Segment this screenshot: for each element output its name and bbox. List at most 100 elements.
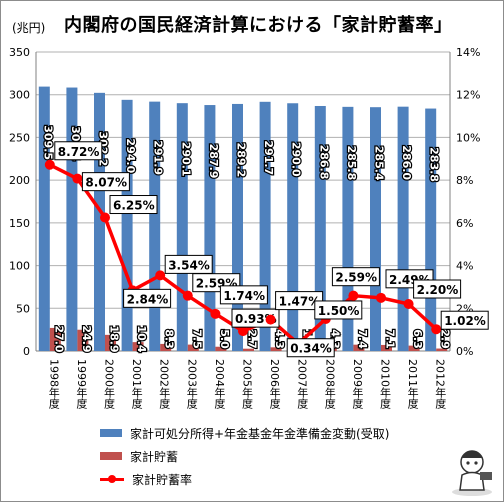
x-tick-label: 2010年度	[379, 359, 392, 410]
data-label-rate: 3.54%	[168, 258, 210, 272]
y-left-tick-label: 250	[9, 131, 30, 144]
x-tick-label: 2011年度	[406, 359, 419, 410]
bar-savings	[132, 342, 144, 351]
chart-title: 内閣府の国民経済計算における「家計貯蓄率」	[64, 15, 453, 36]
bar-savings	[408, 345, 420, 351]
bar-savings	[270, 347, 282, 351]
bar-savings	[160, 343, 172, 351]
x-tick-label: 2009年度	[351, 359, 364, 410]
data-label-savings: 7.1	[384, 329, 397, 349]
rate-label-box	[123, 288, 172, 308]
bar-income	[176, 103, 188, 351]
x-tick-label: 2008年度	[323, 359, 336, 410]
data-label-savings: 2.7	[246, 329, 259, 349]
rate-point	[182, 290, 193, 301]
x-tick-label: 2002年度	[158, 359, 171, 410]
rate-point	[210, 308, 221, 319]
rate-label-box	[109, 195, 158, 215]
legend-label-income: 家計可処分所得+年金基金年金準備金変動(受取)	[130, 426, 390, 441]
bar-income	[342, 106, 354, 351]
bar-savings	[353, 344, 365, 351]
bar-savings	[49, 327, 61, 351]
data-label-savings: 7.5	[190, 329, 203, 349]
bar-savings	[187, 344, 199, 351]
y-left-tick-label: 0	[23, 345, 30, 358]
rate-point	[431, 324, 442, 335]
legend-swatch-income	[100, 429, 122, 437]
rate-point	[238, 326, 248, 337]
bar-income	[149, 101, 161, 351]
data-label-rate: 1.74%	[223, 289, 265, 303]
rate-label-box	[331, 267, 380, 287]
x-tick-label: 2005年度	[241, 359, 254, 410]
bar-income	[370, 107, 381, 351]
y-left-tick-label: 350	[9, 46, 30, 59]
bar-income	[204, 105, 216, 351]
data-label-income: 286.8	[317, 145, 330, 180]
y-right-tick-label: 10%	[456, 131, 480, 144]
x-tick-label: 2006年度	[268, 359, 281, 410]
data-label-rate: 1.50%	[318, 304, 360, 318]
bar-savings	[77, 329, 89, 351]
data-label-savings: 8.3	[163, 329, 176, 349]
bar-savings	[105, 334, 116, 351]
data-label-savings: 2.9	[439, 329, 452, 349]
data-label-savings: 6.3	[411, 329, 424, 349]
bar-income	[38, 86, 50, 351]
rate-point	[403, 299, 414, 310]
data-label-savings: 27.0	[52, 325, 65, 352]
y-left-tick-label: 50	[16, 302, 30, 315]
data-label-rate: 2.84%	[127, 292, 169, 306]
bar-income	[287, 103, 299, 351]
data-label-income: 294.0	[124, 138, 137, 173]
rate-point	[265, 314, 276, 325]
y-left-tick-label: 300	[9, 89, 30, 102]
bar-income	[121, 99, 133, 351]
rate-label-box	[440, 310, 489, 330]
rate-label-box	[286, 338, 335, 358]
data-label-income: 283.8	[428, 147, 441, 182]
x-tick-label: 2007年度	[296, 359, 309, 410]
data-label-income: 291.9	[152, 140, 165, 175]
legend-swatch-rate	[100, 473, 124, 485]
bar-savings	[436, 348, 448, 351]
y-right-tick-label: 8%	[456, 174, 473, 187]
mascot-logo-icon	[452, 450, 492, 496]
x-tick-label: 2004年度	[213, 359, 226, 410]
rate-label-box	[314, 300, 363, 320]
legend-swatch-savings	[100, 452, 122, 460]
rate-point	[155, 270, 166, 281]
data-label-rate: 6.25%	[113, 199, 155, 213]
bar-income	[425, 108, 437, 351]
data-label-rate: 0.93%	[235, 312, 277, 326]
bar-income	[259, 101, 271, 351]
x-tick-label: 2000年度	[103, 359, 116, 410]
bar-savings	[243, 348, 254, 351]
y-left-tick-label: 200	[9, 174, 30, 187]
data-label-rate: 0.34%	[290, 342, 332, 356]
data-label-rate: 1.47%	[279, 295, 321, 309]
x-tick-label: 2012年度	[434, 359, 447, 410]
y-left-tick-label: 100	[9, 260, 30, 273]
bar-income	[232, 103, 243, 351]
rate-point	[44, 159, 55, 170]
data-label-rate: 2.20%	[417, 283, 459, 297]
legend-item-savings: 家計貯蓄	[100, 447, 178, 465]
data-label-savings: 24.9	[80, 325, 93, 352]
data-label-savings: 10.4	[135, 325, 148, 352]
y-right-tick-label: 4%	[456, 260, 473, 273]
rate-point	[72, 173, 83, 184]
data-label-savings: 7.4	[356, 329, 369, 349]
y-left-tick-label: 150	[9, 217, 30, 230]
data-label-savings: 4.3	[273, 329, 286, 349]
rate-label-box	[54, 141, 103, 161]
data-label-income: 309.5	[41, 125, 54, 160]
data-label-income: 287.9	[207, 144, 220, 179]
data-label-rate: 2.59%	[335, 271, 377, 285]
bar-income	[314, 105, 326, 351]
y-right-tick-label: 14%	[456, 46, 480, 59]
rate-label-box	[81, 172, 130, 192]
data-label-income: 285.4	[373, 146, 386, 181]
y-right-tick-label: 0%	[456, 345, 473, 358]
